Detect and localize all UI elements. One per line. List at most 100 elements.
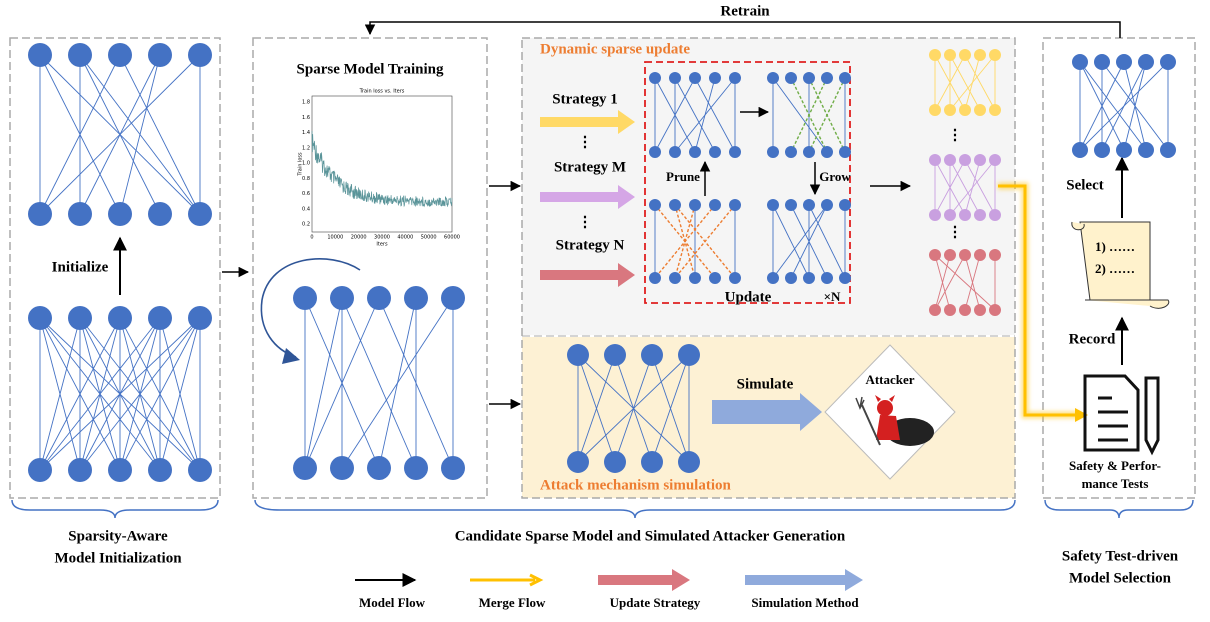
panel-title: Dynamic sparse update [540,41,690,57]
node [28,458,52,482]
update-label: Update [725,289,772,305]
node [148,43,172,67]
network [649,72,741,158]
list-item: 1) …… [1095,239,1135,254]
strategy-label: Strategy 1 [552,91,617,107]
inset-ytick: 1.8 [302,100,310,106]
edge [39,317,161,471]
tests-label: Safety & Perfor- [1069,458,1161,473]
node [989,209,1001,221]
prune-label: Prune [666,169,700,184]
node [989,249,1001,261]
simulate-label: Simulate [737,376,794,392]
edge [772,204,810,279]
inset-xtick: 20000 [351,235,367,241]
node [803,199,815,211]
document-icon [1083,374,1160,456]
node [944,154,956,166]
node [108,43,132,67]
edge [39,54,201,215]
node [148,306,172,330]
edge [651,354,690,463]
node [929,104,941,116]
node [1116,142,1132,158]
strategy-arrow [540,185,635,209]
node [929,249,941,261]
node [28,43,52,67]
strategies: Strategy 1 ⋮ Strategy M ⋮ Strategy N [540,91,635,287]
node [767,146,779,158]
node [188,202,212,226]
edge [1123,61,1147,151]
edge [949,159,981,216]
node [293,456,317,480]
edge [39,317,81,471]
repeat-label: ×N [824,289,841,304]
node [974,304,986,316]
node [959,249,971,261]
node [108,306,132,330]
node [974,154,986,166]
network [929,49,1001,116]
edge [577,354,690,463]
edge [949,159,996,216]
scroll-icon [1071,221,1170,309]
node [689,146,701,158]
node [68,202,92,226]
stage-label: Model Initialization [54,550,182,566]
node [604,344,626,366]
node [689,199,701,211]
edge [1079,61,1125,151]
edge [39,317,121,471]
edge [674,77,716,153]
node [669,72,681,84]
edge [341,297,454,469]
node [567,344,589,366]
node [989,154,1001,166]
node [929,209,941,221]
panel-title: Attack mechanism simulation [540,477,731,493]
dots: ⋮ [578,134,593,150]
node [944,304,956,316]
edge [304,297,343,469]
node [974,49,986,61]
node [188,43,212,67]
dynamic-bg [522,38,1015,335]
node [803,146,815,158]
inset-xtick: 0 [310,235,313,241]
node [669,146,681,158]
node [1138,54,1154,70]
network [567,344,700,473]
inset-ytick: 0.2 [302,222,310,228]
node [729,146,741,158]
node [441,286,465,310]
edge [674,77,736,153]
dots: ⋮ [948,127,963,143]
node [649,272,661,284]
inset-ytick: 1.4 [302,130,310,136]
node [68,458,92,482]
node [929,154,941,166]
inset-xtick: 10000 [327,235,343,241]
node [803,272,815,284]
node [188,458,212,482]
inset-xtick: 60000 [444,235,460,241]
node [729,199,741,211]
node [1160,142,1176,158]
strategy-arrow [540,110,635,134]
plot-frame [311,95,453,233]
merge-flow [958,182,1088,422]
node [28,202,52,226]
node [767,72,779,84]
inset-title: Train loss vs. Iters [359,89,405,95]
node [944,249,956,261]
node [944,49,956,61]
panel [1042,37,1196,499]
node [649,199,661,211]
node [839,72,851,84]
stage-label: Candidate Sparse Model and Simulated Att… [455,528,846,544]
node [989,304,1001,316]
node [1138,142,1154,158]
inset-xtick: 30000 [374,235,390,241]
node [68,43,92,67]
